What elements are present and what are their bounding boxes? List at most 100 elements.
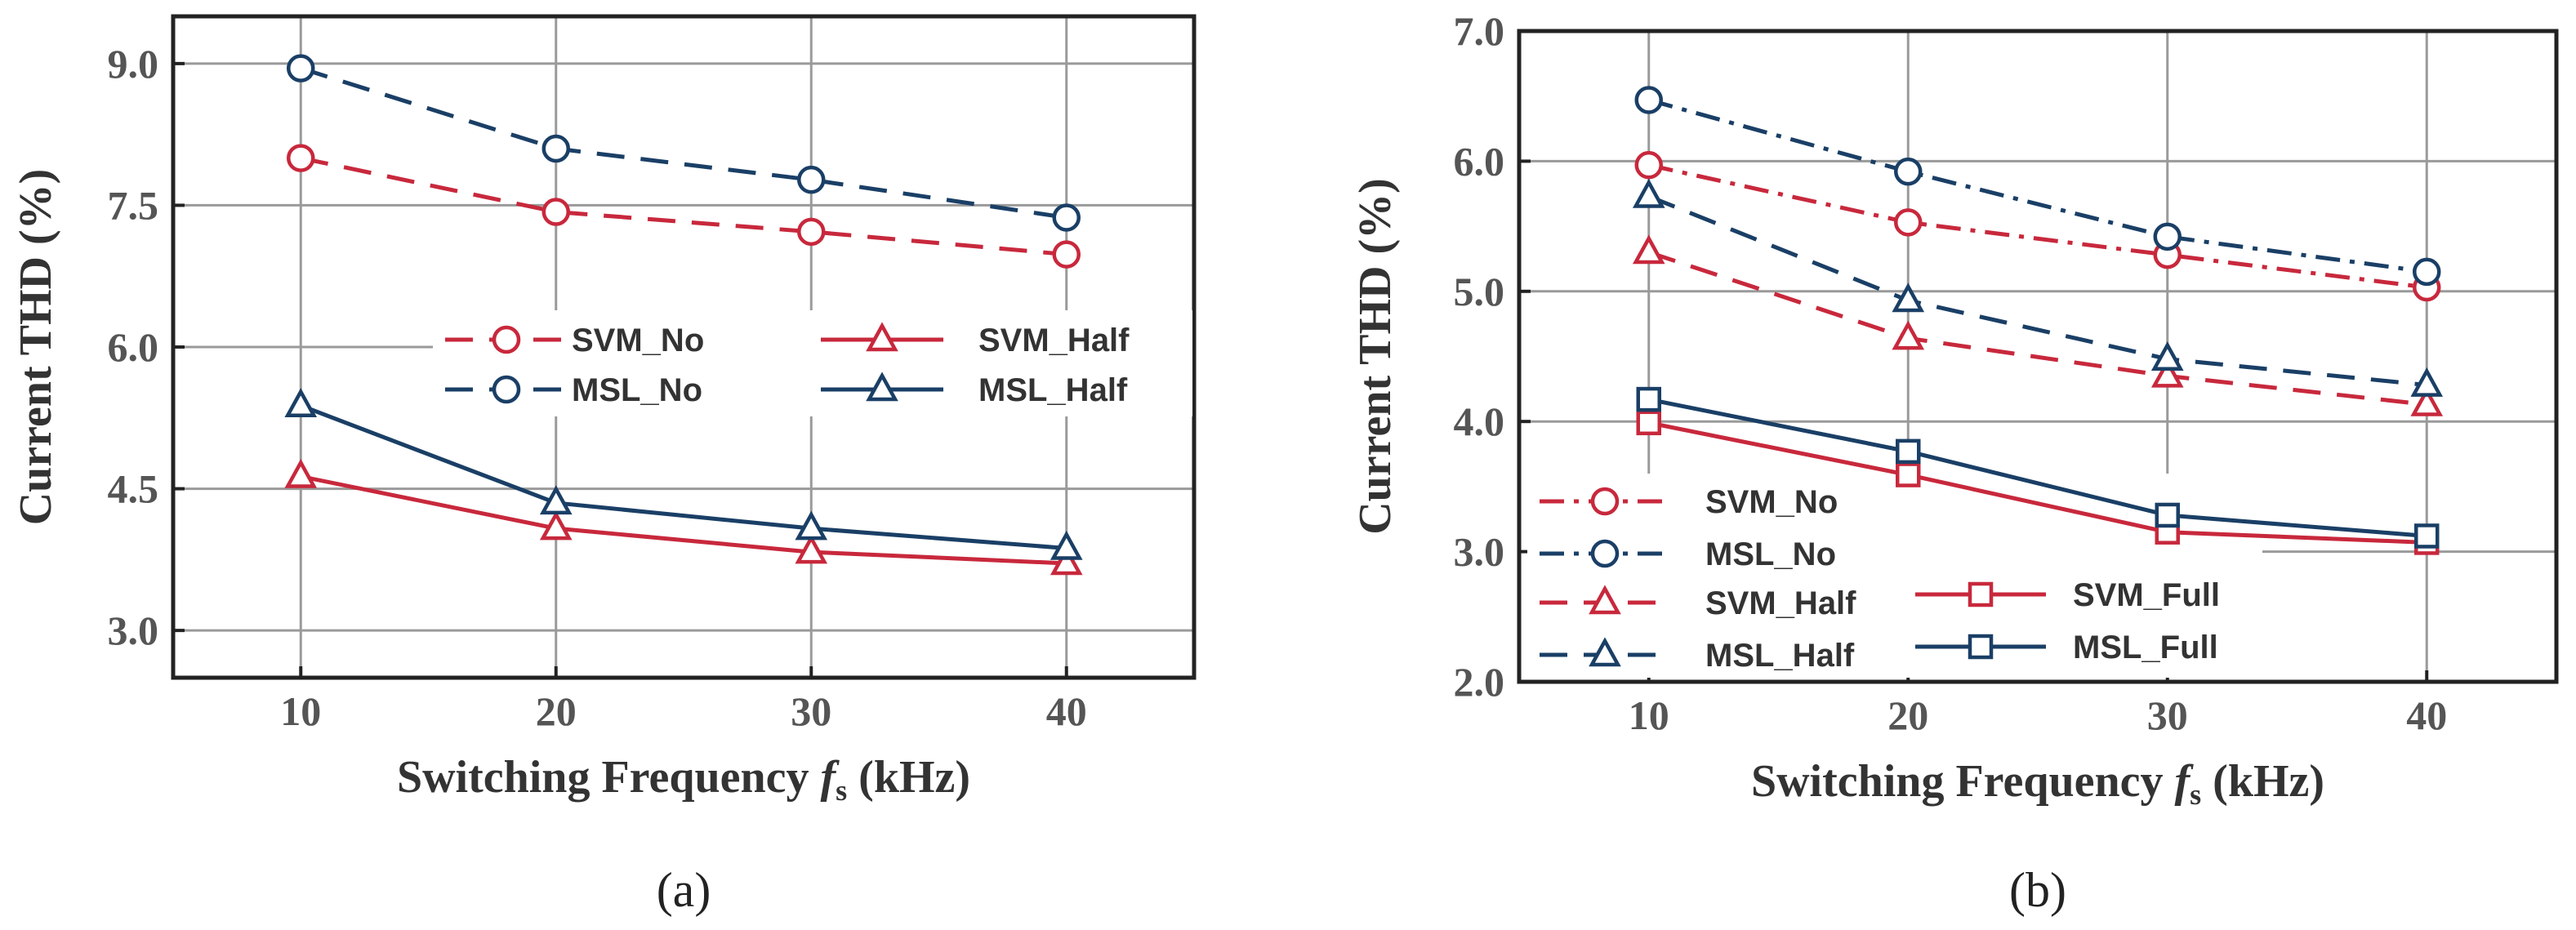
series-line-MSL_No bbox=[1648, 98, 2427, 274]
data-point-MSL_Half bbox=[539, 485, 573, 515]
data-point-MSL_Full bbox=[1636, 386, 1661, 412]
data-point-MSL_No bbox=[2413, 257, 2441, 287]
data-point-MSL_Half bbox=[795, 510, 828, 541]
data-point-SVM_Half bbox=[284, 458, 318, 488]
legend-marker-MSL_Half bbox=[1589, 637, 1621, 667]
data-point-SVM_No bbox=[1052, 240, 1081, 269]
panel-a: 10 20 30 40 3.0 4.5 6.0 7.5 9.0 Switching Frequen… bbox=[11, 14, 1197, 917]
x-axis-label-text: Switching Frequency bbox=[1751, 756, 2175, 807]
x-axis-label-unit: (kHz) bbox=[2201, 756, 2324, 807]
data-point-SVM_No bbox=[1634, 150, 1663, 180]
panel-label: (a) bbox=[657, 863, 711, 917]
data-point-MSL_Full bbox=[2155, 502, 2180, 528]
x-tick-label: 30 bbox=[791, 688, 831, 734]
data-point-MSL_No bbox=[287, 54, 315, 82]
data-point-MSL_No bbox=[1634, 86, 1663, 114]
data-point-SVM_No bbox=[541, 198, 570, 226]
data-point-SVM_No bbox=[797, 217, 826, 247]
legend-marker-MSL_No bbox=[1590, 539, 1620, 568]
data-point-MSL_Half bbox=[2410, 367, 2444, 397]
legend-marker-MSL_No bbox=[492, 375, 521, 404]
x-axis-label-sub: s bbox=[2190, 778, 2201, 811]
legend-label-SVM_Full: SVM_Full bbox=[2073, 577, 2220, 613]
legend-label-MSL_Full: MSL_Full bbox=[2073, 630, 2218, 665]
data-point-SVM_Half bbox=[2150, 358, 2184, 388]
series-line-MSL_Half bbox=[300, 403, 1067, 550]
legend-label-SVM_No: SVM_No bbox=[1705, 484, 1838, 520]
legend-marker-SVM_Half bbox=[1589, 585, 1621, 615]
data-point-MSL_Half bbox=[284, 388, 318, 417]
data-point-MSL_No bbox=[797, 165, 826, 194]
y-tick-label: 5.0 bbox=[1454, 269, 1505, 314]
panel-b: 10 20 30 40 2.0 3.0 4.0 5.0 6.0 7.0 Switching Freq… bbox=[1350, 8, 2559, 917]
legend-label-MSL_Half: MSL_Half bbox=[978, 372, 1128, 408]
data-point-SVM_Full bbox=[1636, 410, 1661, 436]
y-tick-label: 6.0 bbox=[108, 324, 159, 370]
x-tick-label: 20 bbox=[536, 688, 577, 734]
x-tick-label: 10 bbox=[1629, 692, 1669, 738]
data-point-MSL_Half bbox=[1892, 283, 1925, 313]
panel-label: (b) bbox=[2009, 863, 2066, 917]
series-line-SVM_Half bbox=[1647, 250, 2427, 407]
y-axis-label: Current THD (%) bbox=[11, 169, 61, 526]
x-tick-label: 20 bbox=[1887, 692, 1928, 738]
legend-marker-MSL_Full bbox=[1968, 634, 1994, 660]
data-point-MSL_No bbox=[1894, 157, 1923, 186]
legend-label-SVM_Half: SVM_Half bbox=[978, 323, 1130, 358]
x-tick-label: 10 bbox=[280, 688, 321, 734]
data-point-MSL_No bbox=[2153, 222, 2182, 251]
series-line-SVM_Half bbox=[300, 474, 1067, 566]
series-line-SVM_Full bbox=[1648, 421, 2427, 545]
y-tick-label: 4.5 bbox=[108, 466, 159, 512]
data-point-MSL_Half bbox=[1632, 178, 1665, 208]
legend-label-MSL_No: MSL_No bbox=[1705, 536, 1836, 572]
x-axis-label: Switching Frequency fs (kHz) bbox=[1751, 756, 2324, 811]
y-axis-label: Current THD (%) bbox=[1350, 178, 1401, 535]
legend-marker-SVM_No bbox=[492, 325, 521, 354]
data-point-SVM_Half bbox=[2410, 386, 2444, 416]
data-point-MSL_No bbox=[541, 134, 570, 163]
x-axis-label-text: Switching Frequency bbox=[397, 752, 821, 803]
x-tick-label: 40 bbox=[1046, 688, 1087, 734]
data-point-MSL_Half bbox=[1050, 530, 1083, 560]
legend-background bbox=[433, 310, 1192, 416]
legend-label-MSL_No: MSL_No bbox=[572, 372, 702, 408]
data-point-SVM_Half bbox=[1632, 234, 1665, 265]
plot-frame bbox=[1517, 29, 2559, 684]
series-line-SVM_No bbox=[300, 156, 1067, 257]
legend-marker-SVM_No bbox=[1590, 487, 1620, 516]
legend-marker-SVM_Full bbox=[1968, 581, 1994, 607]
legend-label-SVM_No: SVM_No bbox=[572, 323, 704, 358]
y-tick-label: 3.0 bbox=[1454, 529, 1505, 575]
data-point-SVM_Half bbox=[795, 534, 828, 564]
data-point-MSL_Half bbox=[2150, 341, 2184, 371]
data-point-SVM_No bbox=[287, 144, 315, 172]
y-tick-label: 7.5 bbox=[108, 182, 159, 228]
data-point-SVM_No bbox=[1894, 208, 1923, 237]
data-point-SVM_Full bbox=[1896, 462, 1921, 487]
series-line-MSL_Full bbox=[1648, 397, 2427, 538]
y-tick-label: 9.0 bbox=[108, 41, 159, 87]
legend-marker-MSL_Half bbox=[866, 372, 898, 402]
series-line-SVM_No bbox=[1648, 162, 2427, 290]
y-tick-label: 7.0 bbox=[1454, 8, 1505, 54]
x-axis-label: Switching Frequency fs (kHz) bbox=[397, 752, 970, 807]
series-line-MSL_Half bbox=[1647, 194, 2427, 388]
x-tick-label: 30 bbox=[2147, 692, 2188, 738]
data-point-SVM_Half bbox=[1892, 320, 1925, 350]
y-tick-label: 3.0 bbox=[108, 607, 159, 653]
data-point-SVM_Half bbox=[1050, 545, 1083, 576]
y-tick-label: 2.0 bbox=[1454, 659, 1505, 705]
data-point-MSL_No bbox=[1052, 203, 1081, 232]
x-axis-label-sub: s bbox=[836, 774, 847, 807]
legend-marker-SVM_Half bbox=[866, 322, 898, 352]
y-tick-label: 4.0 bbox=[1454, 398, 1505, 444]
data-point-MSL_Full bbox=[2414, 523, 2440, 549]
y-tick-label: 6.0 bbox=[1454, 138, 1505, 184]
legend-label-SVM_Half: SVM_Half bbox=[1705, 585, 1856, 621]
x-axis-label-unit: (kHz) bbox=[847, 752, 970, 803]
data-point-MSL_Full bbox=[1896, 438, 1921, 465]
x-tick-label: 40 bbox=[2406, 692, 2447, 738]
series-line-MSL_No bbox=[300, 66, 1067, 220]
